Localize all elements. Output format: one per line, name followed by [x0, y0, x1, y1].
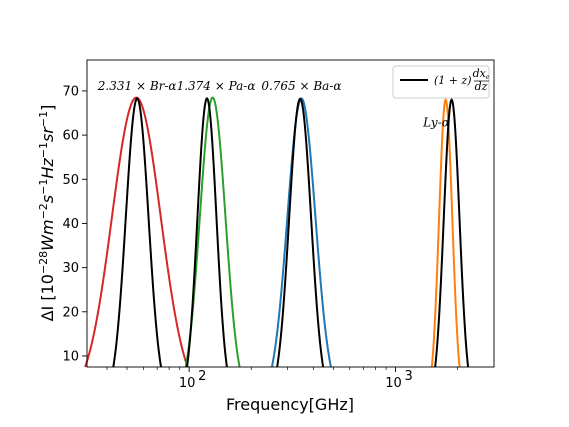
y-tick-label: 50: [62, 173, 79, 188]
y-tick-label: 20: [62, 305, 79, 320]
y-tick-label: 40: [62, 217, 79, 232]
series-line-1: [84, 96, 189, 368]
series-line-4: [186, 97, 228, 368]
series-line-6: [276, 97, 325, 368]
plot-frame: [86, 59, 495, 368]
series-line-8: [434, 98, 470, 368]
annotation-label: 2.331 × Br-α: [97, 79, 177, 93]
y-axis: 10 20 30 40 50 60 70: [62, 84, 87, 364]
x-axis: 10 2 10 3: [106, 367, 459, 391]
x-tick-label-exponent: 3: [405, 369, 413, 384]
x-tick-label: 10: [385, 376, 402, 391]
y-tick-label: 10: [62, 349, 79, 364]
plot-series-group: [84, 96, 470, 368]
legend-fraction-denominator: dz: [475, 80, 488, 93]
y-axis-label: ΔI [10−28Wm−2s−1Hz−1sr−1]: [37, 105, 57, 322]
legend-box: [392, 65, 490, 99]
legend: (1 + z) dxe dz: [392, 65, 490, 99]
y-tick-label: 30: [62, 261, 79, 276]
legend-entry-label: (1 + z): [434, 74, 472, 87]
y-tick-label: 70: [62, 84, 79, 99]
annotation-label: 1.374 × Pa-α: [177, 79, 256, 93]
x-tick-label: 10: [179, 376, 196, 391]
legend-fraction-numerator: dxe: [473, 67, 490, 81]
series-line-2: [112, 97, 163, 368]
series-line-5: [270, 97, 332, 368]
x-axis-label: Frequency[GHz]: [226, 395, 354, 414]
series-line-7: [430, 98, 461, 368]
annotation-label: 0.765 × Ba-α: [261, 79, 341, 93]
series-line-3: [184, 96, 241, 368]
annotations: 2.331 × Br-α 1.374 × Pa-α 0.765 × Ba-α Ly-α: [97, 79, 450, 129]
annotation-label: Ly-α: [422, 115, 450, 129]
y-tick-label: 60: [62, 129, 79, 144]
x-tick-label-exponent: 2: [198, 369, 206, 384]
